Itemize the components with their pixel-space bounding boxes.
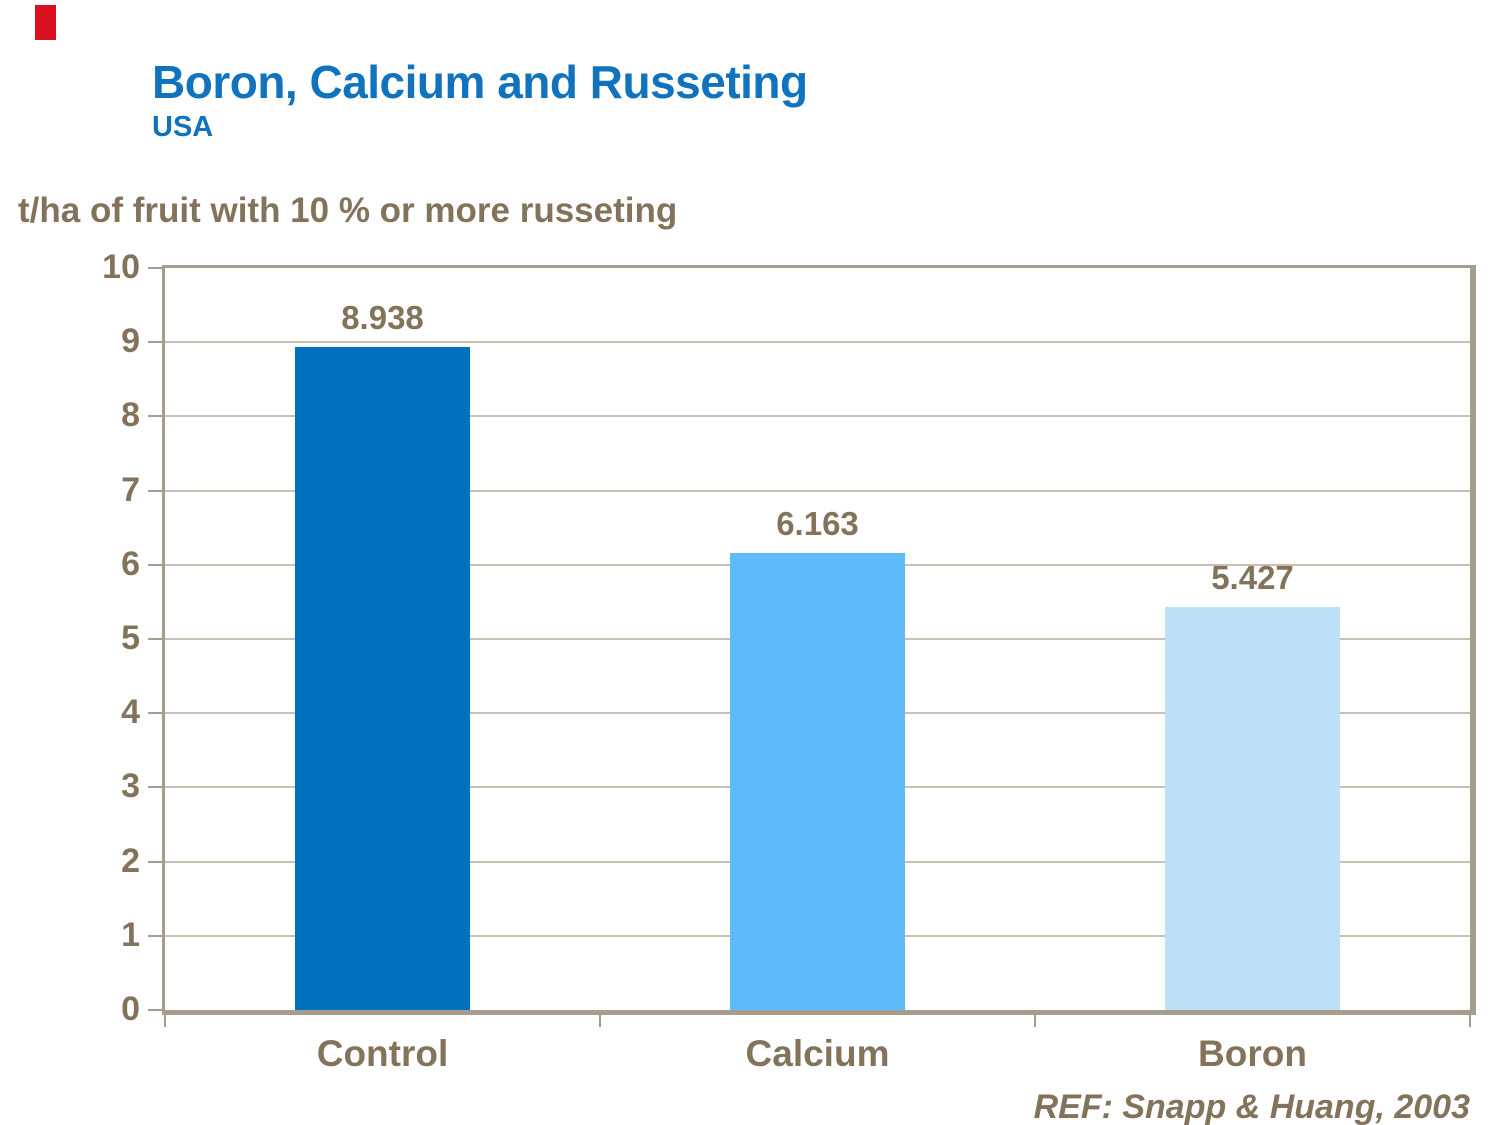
y-tick-label: 10 <box>102 248 140 286</box>
plot-area: 8.938 6.163 5.427 <box>162 265 1476 1015</box>
y-tick-label: 4 <box>121 693 140 732</box>
y-tick-label: 5 <box>121 619 140 657</box>
y-tick-label: 0 <box>121 990 140 1028</box>
y-tick-label: 3 <box>121 767 140 806</box>
gridline <box>165 489 1470 492</box>
x-category-label: Control <box>316 1033 449 1074</box>
x-tick-mark <box>599 1014 601 1027</box>
y-tick-mark <box>148 489 162 492</box>
y-tick-label: 7 <box>121 470 140 509</box>
slide-subtitle: USA <box>152 111 214 143</box>
gridline <box>165 415 1470 418</box>
gridline <box>165 341 1470 344</box>
x-tick-mark <box>1034 1014 1036 1027</box>
y-tick-mark <box>148 934 162 937</box>
y-tick-label: 1 <box>121 915 140 954</box>
y-tick-label: 8 <box>121 396 140 435</box>
y-tick-label: 6 <box>121 544 140 583</box>
bar-value-label: 5.427 <box>1211 559 1294 596</box>
y-tick-mark <box>148 786 162 789</box>
y-tick-label: 9 <box>121 322 140 361</box>
bar-value-label: 8.938 <box>341 299 424 336</box>
y-axis-title: t/ha of fruit with 10 % or more russetin… <box>18 191 678 230</box>
y-tick-label: 2 <box>121 841 140 880</box>
y-tick-mark <box>148 415 162 418</box>
y-tick-mark <box>148 1009 162 1011</box>
x-tick-mark <box>1469 1014 1471 1027</box>
y-tick-mark <box>148 563 162 566</box>
slide-title: Boron, Calcium and Russeting <box>152 56 808 108</box>
bar-control <box>295 347 470 1010</box>
x-category-label: Calcium <box>745 1033 890 1074</box>
x-category-label: Boron <box>1198 1033 1307 1074</box>
bar-value-label: 6.163 <box>776 505 859 542</box>
x-tick-mark <box>164 1014 166 1027</box>
y-tick-mark <box>148 638 162 640</box>
y-tick-mark <box>148 341 162 344</box>
bar-boron <box>1165 607 1340 1010</box>
y-tick-mark <box>148 860 162 863</box>
bar-calcium <box>730 553 905 1010</box>
y-tick-mark <box>148 267 162 269</box>
slide-accent-bar <box>35 5 56 40</box>
y-tick-mark <box>148 712 162 715</box>
reference-note: REF: Snapp & Huang, 2003 <box>1033 1088 1470 1125</box>
